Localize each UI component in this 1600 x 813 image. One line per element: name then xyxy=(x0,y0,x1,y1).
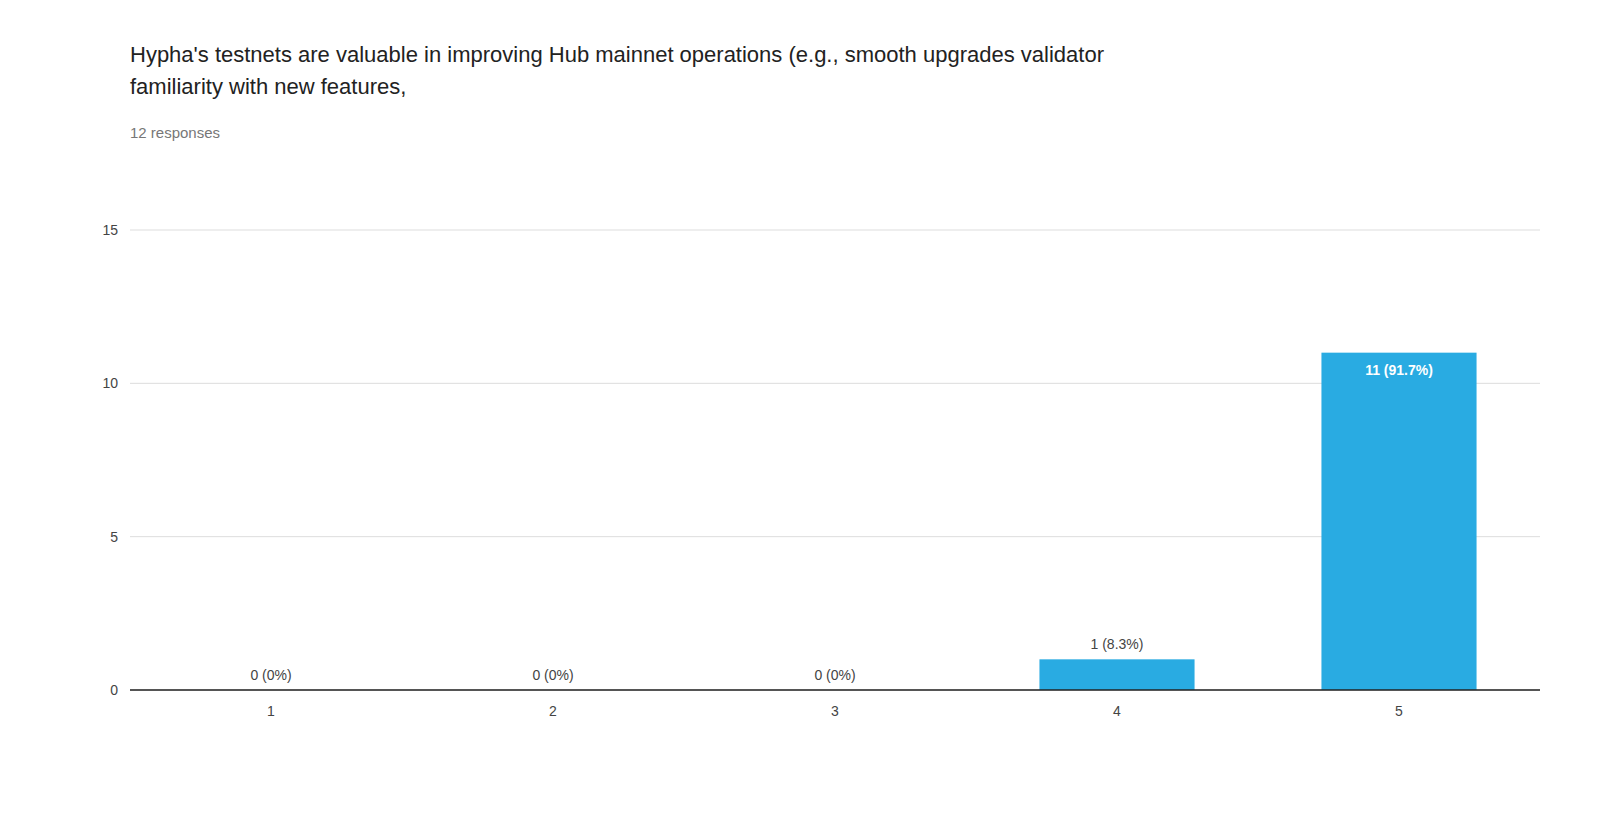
x-tick-label: 2 xyxy=(549,703,557,719)
data-label: 0 (0%) xyxy=(814,667,855,683)
y-tick-label: 15 xyxy=(102,222,118,238)
title-line: Hypha's testnets are valuable in improvi… xyxy=(130,42,1104,67)
y-tick-label: 5 xyxy=(110,529,118,545)
y-tick-label: 10 xyxy=(102,375,118,391)
x-tick-label: 3 xyxy=(831,703,839,719)
grid-line xyxy=(130,690,1540,691)
subtitle: 12 responses xyxy=(130,124,220,141)
x-axis-line xyxy=(130,689,1540,691)
bar xyxy=(1039,659,1194,690)
data-label: 0 (0%) xyxy=(250,667,291,683)
bar xyxy=(1321,353,1476,690)
chart: Hypha's testnets are valuable in improvi… xyxy=(0,0,1600,813)
x-tick-label: 1 xyxy=(267,703,275,719)
grid-line xyxy=(130,230,1540,231)
data-label: 11 (91.7%) xyxy=(1365,362,1433,378)
chart-container: Hypha's testnets are valuable in improvi… xyxy=(0,0,1600,813)
x-tick-label: 4 xyxy=(1113,703,1121,719)
x-tick-label: 5 xyxy=(1395,703,1403,719)
x-axis: 1 2 3 4 5 xyxy=(130,690,1540,719)
title: Hypha's testnets are valuable in improvi… xyxy=(130,42,1104,99)
data-label: 0 (0%) xyxy=(532,667,573,683)
y-tick-label: 0 xyxy=(110,682,118,698)
title-line: familiarity with new features, xyxy=(130,74,406,99)
y-axis: 0 5 10 15 xyxy=(102,222,1540,698)
bars xyxy=(1039,353,1476,690)
data-labels: 0 (0%) 0 (0%) 0 (0%) 1 (8.3%) 11 (91.7%) xyxy=(250,362,1432,683)
data-label: 1 (8.3%) xyxy=(1091,636,1144,652)
